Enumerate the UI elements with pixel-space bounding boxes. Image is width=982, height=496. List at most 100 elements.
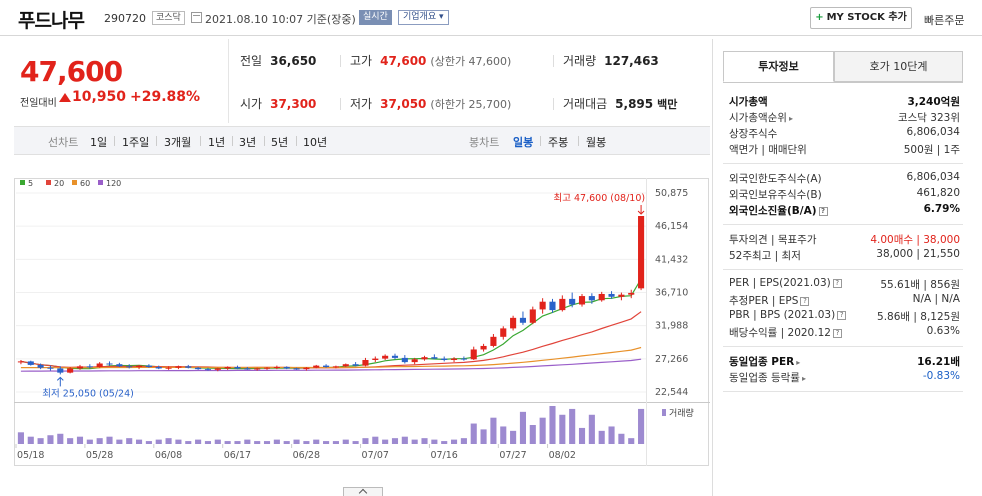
candle (500, 328, 506, 336)
candle (461, 359, 467, 360)
invest-info-panel: 투자정보 호가 10단계 시가총액 3,240억원 시가총액순위 ▸ 코스닥 323위 상… (712, 39, 982, 496)
candle-monthly[interactable]: 월봉 (586, 134, 606, 150)
candle (234, 367, 240, 368)
help-icon[interactable]: ? (800, 297, 809, 306)
x-tick-label: 06/08 (155, 450, 182, 461)
candle (67, 368, 73, 372)
info-key[interactable]: 동일업종 PER ▸ (729, 354, 800, 369)
help-icon[interactable]: ? (833, 329, 842, 338)
candle-weekly[interactable]: 주봉 (548, 134, 568, 150)
candle (402, 358, 408, 362)
candle (215, 368, 221, 369)
volume-bar (97, 438, 103, 444)
candle-daily[interactable]: 일봉 (513, 134, 533, 150)
candle (146, 366, 152, 367)
info-key: 시가총액 (729, 94, 768, 109)
y-tick-label: 46,154 (655, 221, 688, 232)
candle (618, 295, 624, 297)
x-tick-label: 05/28 (86, 450, 113, 461)
candle (343, 364, 349, 366)
collapse-button[interactable] (343, 487, 383, 496)
period-1d[interactable]: 1일 (90, 134, 107, 150)
info-value: 461,820 (917, 187, 960, 199)
divider (340, 98, 341, 110)
info-key[interactable]: 외국인소진율(B/A)? (729, 203, 828, 218)
change-label: 전일대비 (20, 94, 57, 109)
info-key-text: 외국인한도주식수(A) (729, 173, 822, 185)
ma60-line (21, 348, 641, 368)
info-value: 코스닥 323위 (898, 110, 960, 125)
tab-invest-info[interactable]: 투자정보 (723, 51, 834, 82)
divider (540, 136, 541, 146)
tab-quote-10[interactable]: 호가 10단계 (834, 51, 963, 82)
period-5y[interactable]: 5년 (271, 134, 288, 150)
info-value: -0.83% (923, 370, 960, 382)
legend-label: 60 (80, 179, 90, 188)
help-icon[interactable]: ? (819, 207, 828, 216)
invest-info-table: 시가총액 3,240억원 시가총액순위 ▸ 코스닥 323위 상장주식수 6,806,034… (723, 82, 963, 392)
volume-bar (500, 426, 506, 444)
corp-overview-label: 기업개요 (403, 12, 436, 22)
period-3m[interactable]: 3개월 (164, 134, 191, 150)
candle (284, 367, 290, 368)
info-row: 동일업종 등락률 ▸ -0.83% (723, 369, 963, 385)
volume-bar (599, 431, 605, 444)
info-key: 외국인한도주식수(A) (729, 171, 822, 186)
candle (77, 366, 83, 368)
info-group: 시가총액 3,240억원 시가총액순위 ▸ 코스닥 323위 상장주식수 6,806,034… (723, 83, 963, 164)
quote-datetime: 2021.08.10 10:07 기준(장중) (205, 11, 356, 27)
volume-bar (126, 438, 132, 444)
volume-bar (67, 438, 73, 444)
y-tick-label: 22,544 (655, 387, 688, 398)
volume-bar (284, 441, 290, 444)
info-key-text: PBR | BPS (2021.03) (729, 309, 835, 321)
calendar-icon (191, 12, 202, 23)
legend-label: 20 (54, 179, 64, 188)
info-key[interactable]: PBR | BPS (2021.03)? (729, 309, 846, 321)
candle (87, 366, 93, 367)
volume-bar (313, 440, 319, 444)
help-icon[interactable]: ? (837, 311, 846, 320)
period-1w[interactable]: 1주일 (122, 134, 149, 150)
info-key[interactable]: 시가총액순위 ▸ (729, 110, 793, 125)
candle (530, 309, 536, 322)
volume-bar (382, 440, 388, 444)
candle (303, 368, 309, 369)
realtime-button[interactable]: 실시간 (359, 10, 392, 25)
stat-sub: (상한가 47,600) (430, 55, 511, 68)
period-1y[interactable]: 1년 (208, 134, 225, 150)
chart-frame (15, 179, 709, 466)
divider (553, 55, 554, 67)
y-tick-label: 27,266 (655, 354, 688, 365)
mystock-add-button[interactable]: + MY STOCK 추가 (810, 7, 912, 29)
quick-order-link[interactable]: 빠른주문 (924, 12, 964, 28)
volume-bar (618, 434, 624, 444)
info-key[interactable]: 동일업종 등락률 ▸ (729, 370, 806, 385)
help-icon[interactable]: ? (833, 279, 842, 288)
divider (156, 136, 157, 146)
y-tick-label: 41,432 (655, 254, 688, 265)
candle (510, 318, 516, 329)
info-key[interactable]: PER | EPS(2021.03)? (729, 277, 842, 289)
volume-bar (38, 438, 44, 444)
price-change: 10,950 (72, 89, 126, 105)
volume-bar (520, 412, 526, 444)
candle (47, 368, 53, 369)
stat-value: 36,650 (270, 54, 316, 68)
info-key-text: 상장주식수 (729, 128, 777, 140)
candle (225, 367, 231, 368)
stat-label: 거래대금 (563, 97, 607, 111)
info-value: 38,000 | 21,550 (876, 248, 960, 260)
period-10y[interactable]: 10년 (303, 134, 327, 150)
x-tick-label: 06/28 (293, 450, 320, 461)
period-3y[interactable]: 3년 (239, 134, 256, 150)
price-chart[interactable]: 5 20 60 120 50,875 46,154 41,432 36,710 31,988 27… (14, 156, 710, 466)
candle (166, 368, 172, 369)
info-key[interactable]: 추정PER | EPS? (729, 293, 809, 308)
corp-overview-dropdown[interactable]: 기업개요 ▾ (398, 10, 449, 25)
chevron-down-icon: ▾ (439, 12, 444, 22)
candle (628, 293, 634, 295)
candle (205, 369, 211, 370)
info-row: 동일업종 PER ▸ 16.21배 (723, 353, 963, 369)
info-key[interactable]: 배당수익률 | 2020.12? (729, 325, 842, 340)
